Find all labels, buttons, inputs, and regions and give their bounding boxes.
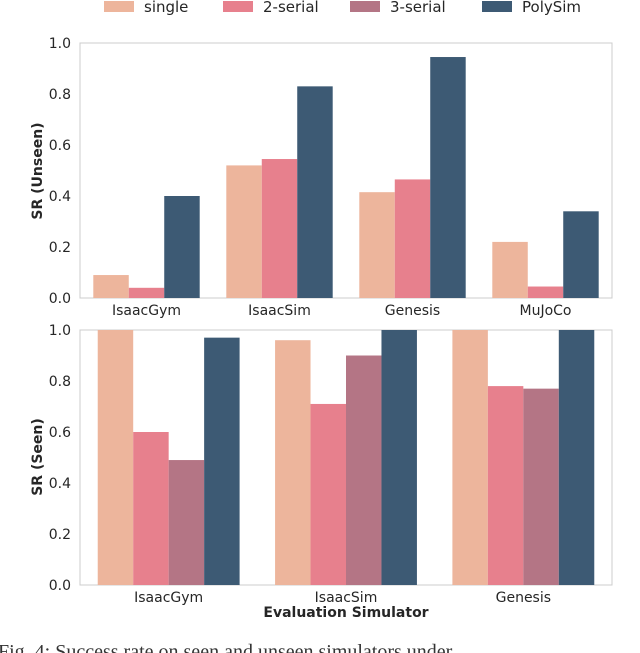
unseen-y-axis-label: SR (Unseen) xyxy=(30,122,46,219)
seen-panel: SR (Seen) Evaluation Simulator 0.0 0.2 0.4… xyxy=(30,323,613,621)
unseen-x-tick-label: Genesis xyxy=(385,303,440,319)
legend-label-polysim: PolySim xyxy=(522,0,581,16)
unseen-bar-polysim-genesis xyxy=(430,57,466,299)
seen-bar-3-serial-isaacgym xyxy=(168,460,205,585)
seen-bar-polysim-isaacgym xyxy=(204,337,240,585)
legend-swatch-3-serial xyxy=(350,1,380,12)
legend-swatch-2-serial xyxy=(223,1,253,12)
unseen-bar-2-serial-isaacsim xyxy=(261,159,298,298)
legend-swatch-single xyxy=(104,1,134,12)
seen-x-tick-label: IsaacSim xyxy=(315,590,378,606)
seen-bar-single-genesis xyxy=(452,330,488,585)
legend-swatch-polysim xyxy=(482,1,512,12)
seen-y-tick-label: 0.8 xyxy=(49,374,71,390)
unseen-y-tick-label: 0.6 xyxy=(49,138,71,154)
seen-bar-single-isaacsim xyxy=(275,340,311,585)
unseen-y-tick-label: 1.0 xyxy=(49,36,71,52)
unseen-panel: SR (Unseen) 0.0 0.2 0.4 0.6 0.8 1.0 IsaacGym Is… xyxy=(30,36,613,319)
seen-bar-2-serial-isaacgym xyxy=(133,432,169,585)
seen-y-tick-label: 0.4 xyxy=(49,476,71,492)
seen-bar-3-serial-isaacsim xyxy=(346,355,382,585)
unseen-bar-single-genesis xyxy=(359,192,395,298)
unseen-y-tick-label: 0.2 xyxy=(49,240,71,256)
seen-bar-3-serial-genesis xyxy=(523,388,559,585)
seen-x-axis-label: Evaluation Simulator xyxy=(263,605,428,621)
seen-bar-2-serial-isaacsim xyxy=(310,403,346,585)
unseen-x-tick-label: MuJoCo xyxy=(520,303,572,319)
seen-bar-2-serial-genesis xyxy=(487,386,524,585)
seen-y-tick-label: 0.0 xyxy=(49,578,71,594)
seen-bar-polysim-isaacsim xyxy=(381,330,417,585)
seen-y-axis-label: SR (Seen) xyxy=(30,418,46,496)
unseen-bar-polysim-isaacgym xyxy=(164,196,200,298)
unseen-bar-single-mujoco xyxy=(492,241,528,298)
seen-y-tick-label: 0.2 xyxy=(49,527,71,543)
unseen-bar-single-isaacsim xyxy=(226,165,262,298)
seen-bar-single-isaacgym xyxy=(97,330,134,585)
unseen-bar-single-isaacgym xyxy=(93,275,129,298)
seen-y-tick-label: 1.0 xyxy=(49,323,71,339)
unseen-bar-polysim-isaacsim xyxy=(297,86,333,298)
unseen-x-tick-label: IsaacSim xyxy=(248,303,311,319)
legend-label-3-serial: 3-serial xyxy=(390,0,446,16)
legend-label-2-serial: 2-serial xyxy=(263,0,319,16)
unseen-x-tick-label: IsaacGym xyxy=(112,303,181,319)
seen-y-tick-label: 0.6 xyxy=(49,425,71,441)
legend-label-single: single xyxy=(144,0,188,16)
seen-x-tick-label: IsaacGym xyxy=(134,590,203,606)
figure-caption: Fig. 4: Success rate on seen and unseen … xyxy=(0,641,453,653)
unseen-plot-frame xyxy=(79,42,613,299)
unseen-bar-2-serial-genesis xyxy=(394,179,431,298)
unseen-bar-polysim-mujoco xyxy=(563,211,599,298)
unseen-bar-2-serial-isaacgym xyxy=(128,287,165,298)
unseen-y-tick-label: 0.8 xyxy=(49,87,71,103)
seen-x-tick-label: Genesis xyxy=(496,590,551,606)
legend: single 2-serial 3-serial PolySim xyxy=(104,0,581,16)
unseen-y-tick-label: 0.4 xyxy=(49,189,71,205)
seen-bar-polysim-genesis xyxy=(558,330,595,585)
unseen-bar-2-serial-mujoco xyxy=(527,286,564,298)
unseen-y-tick-label: 0.0 xyxy=(49,291,71,307)
